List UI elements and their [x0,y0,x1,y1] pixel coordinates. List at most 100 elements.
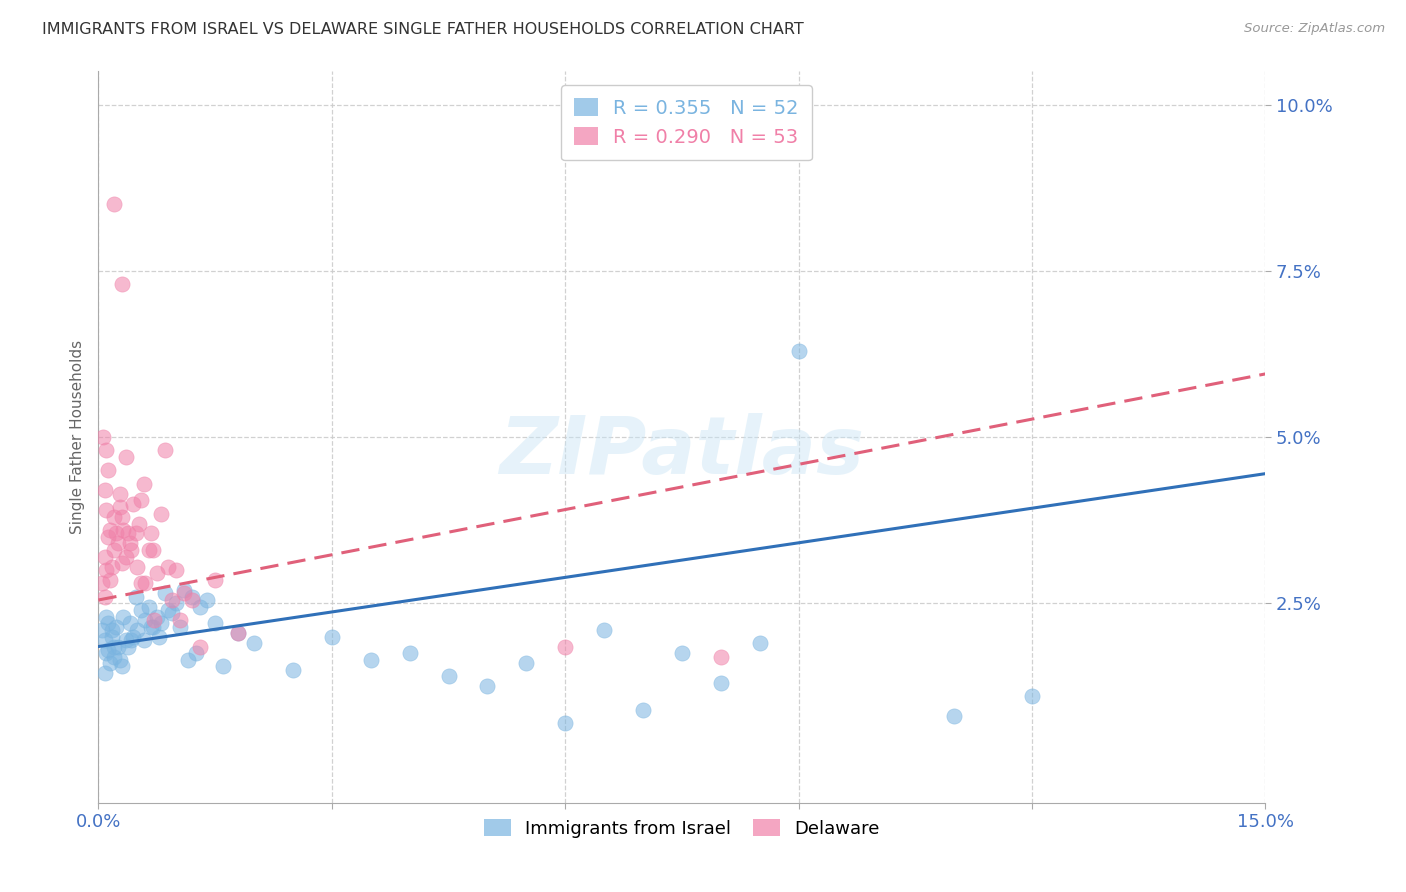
Point [212,659,235,673]
Text: IMMIGRANTS FROM ISRAEL VS DELAWARE SINGLE FATHER HOUSEHOLDS CORRELATION CHART: IMMIGRANTS FROM ISRAEL VS DELAWARE SINGL… [42,22,804,37]
Point [108,486,131,500]
Point [228,626,250,640]
Point [710,649,733,664]
Point [101,630,124,644]
Point [787,343,810,358]
Y-axis label: Single Father Households: Single Father Households [69,340,84,534]
Point [96,646,118,660]
Point [127,559,149,574]
Point [103,649,125,664]
Point [477,680,499,694]
Point [169,613,191,627]
Point [228,626,250,640]
Point [101,623,124,637]
Point [112,609,135,624]
Point [91,430,114,444]
Point [111,277,134,292]
Point [98,573,121,587]
Point [141,619,163,633]
Point [142,543,165,558]
Point [96,503,118,517]
Point [96,609,118,624]
Point [554,716,576,731]
Point [129,576,152,591]
Point [1021,690,1043,704]
Point [173,582,195,597]
Point [132,632,155,647]
Point [748,636,770,650]
Point [554,640,576,654]
Point [631,703,654,717]
Point [111,509,134,524]
Point [180,590,202,604]
Point [173,586,195,600]
Point [122,497,145,511]
Point [97,643,120,657]
Point [97,530,120,544]
Point [146,609,169,624]
Point [120,543,142,558]
Point [114,450,136,464]
Point [128,516,150,531]
Point [125,590,148,604]
Point [360,653,382,667]
Point [149,507,172,521]
Point [114,549,136,564]
Point [96,443,118,458]
Point [117,526,139,541]
Point [93,590,115,604]
Point [129,603,152,617]
Point [120,632,142,647]
Point [148,630,170,644]
Point [122,630,145,644]
Point [141,526,163,541]
Point [153,443,176,458]
Point [138,543,160,558]
Point [98,656,121,670]
Point [96,563,118,577]
Point [188,599,211,614]
Point [281,663,304,677]
Point [162,593,184,607]
Point [93,549,115,564]
Point [98,523,121,537]
Point [132,476,155,491]
Point [153,586,176,600]
Point [93,666,115,681]
Point [127,623,149,637]
Point [157,603,180,617]
Point [117,640,139,654]
Point [103,543,125,558]
Point [91,623,114,637]
Point [177,653,200,667]
Point [243,636,266,650]
Point [103,509,125,524]
Point [134,613,156,627]
Text: ZIPatlas: ZIPatlas [499,413,865,491]
Point [108,653,131,667]
Point [111,659,134,673]
Text: Source: ZipAtlas.com: Source: ZipAtlas.com [1244,22,1385,36]
Legend: Immigrants from Israel, Delaware: Immigrants from Israel, Delaware [477,813,887,845]
Point [157,559,180,574]
Point [108,500,131,514]
Point [162,607,184,621]
Point [125,526,148,541]
Point [143,613,166,627]
Point [188,640,211,654]
Point [180,593,202,607]
Point [165,596,187,610]
Point [97,616,120,631]
Point [104,619,127,633]
Point [103,640,125,654]
Point [138,599,160,614]
Point [593,623,616,637]
Point [118,616,141,631]
Point [107,640,129,654]
Point [204,573,226,587]
Point [91,576,114,591]
Point [710,676,733,690]
Point [142,619,165,633]
Point [204,616,226,631]
Point [93,632,115,647]
